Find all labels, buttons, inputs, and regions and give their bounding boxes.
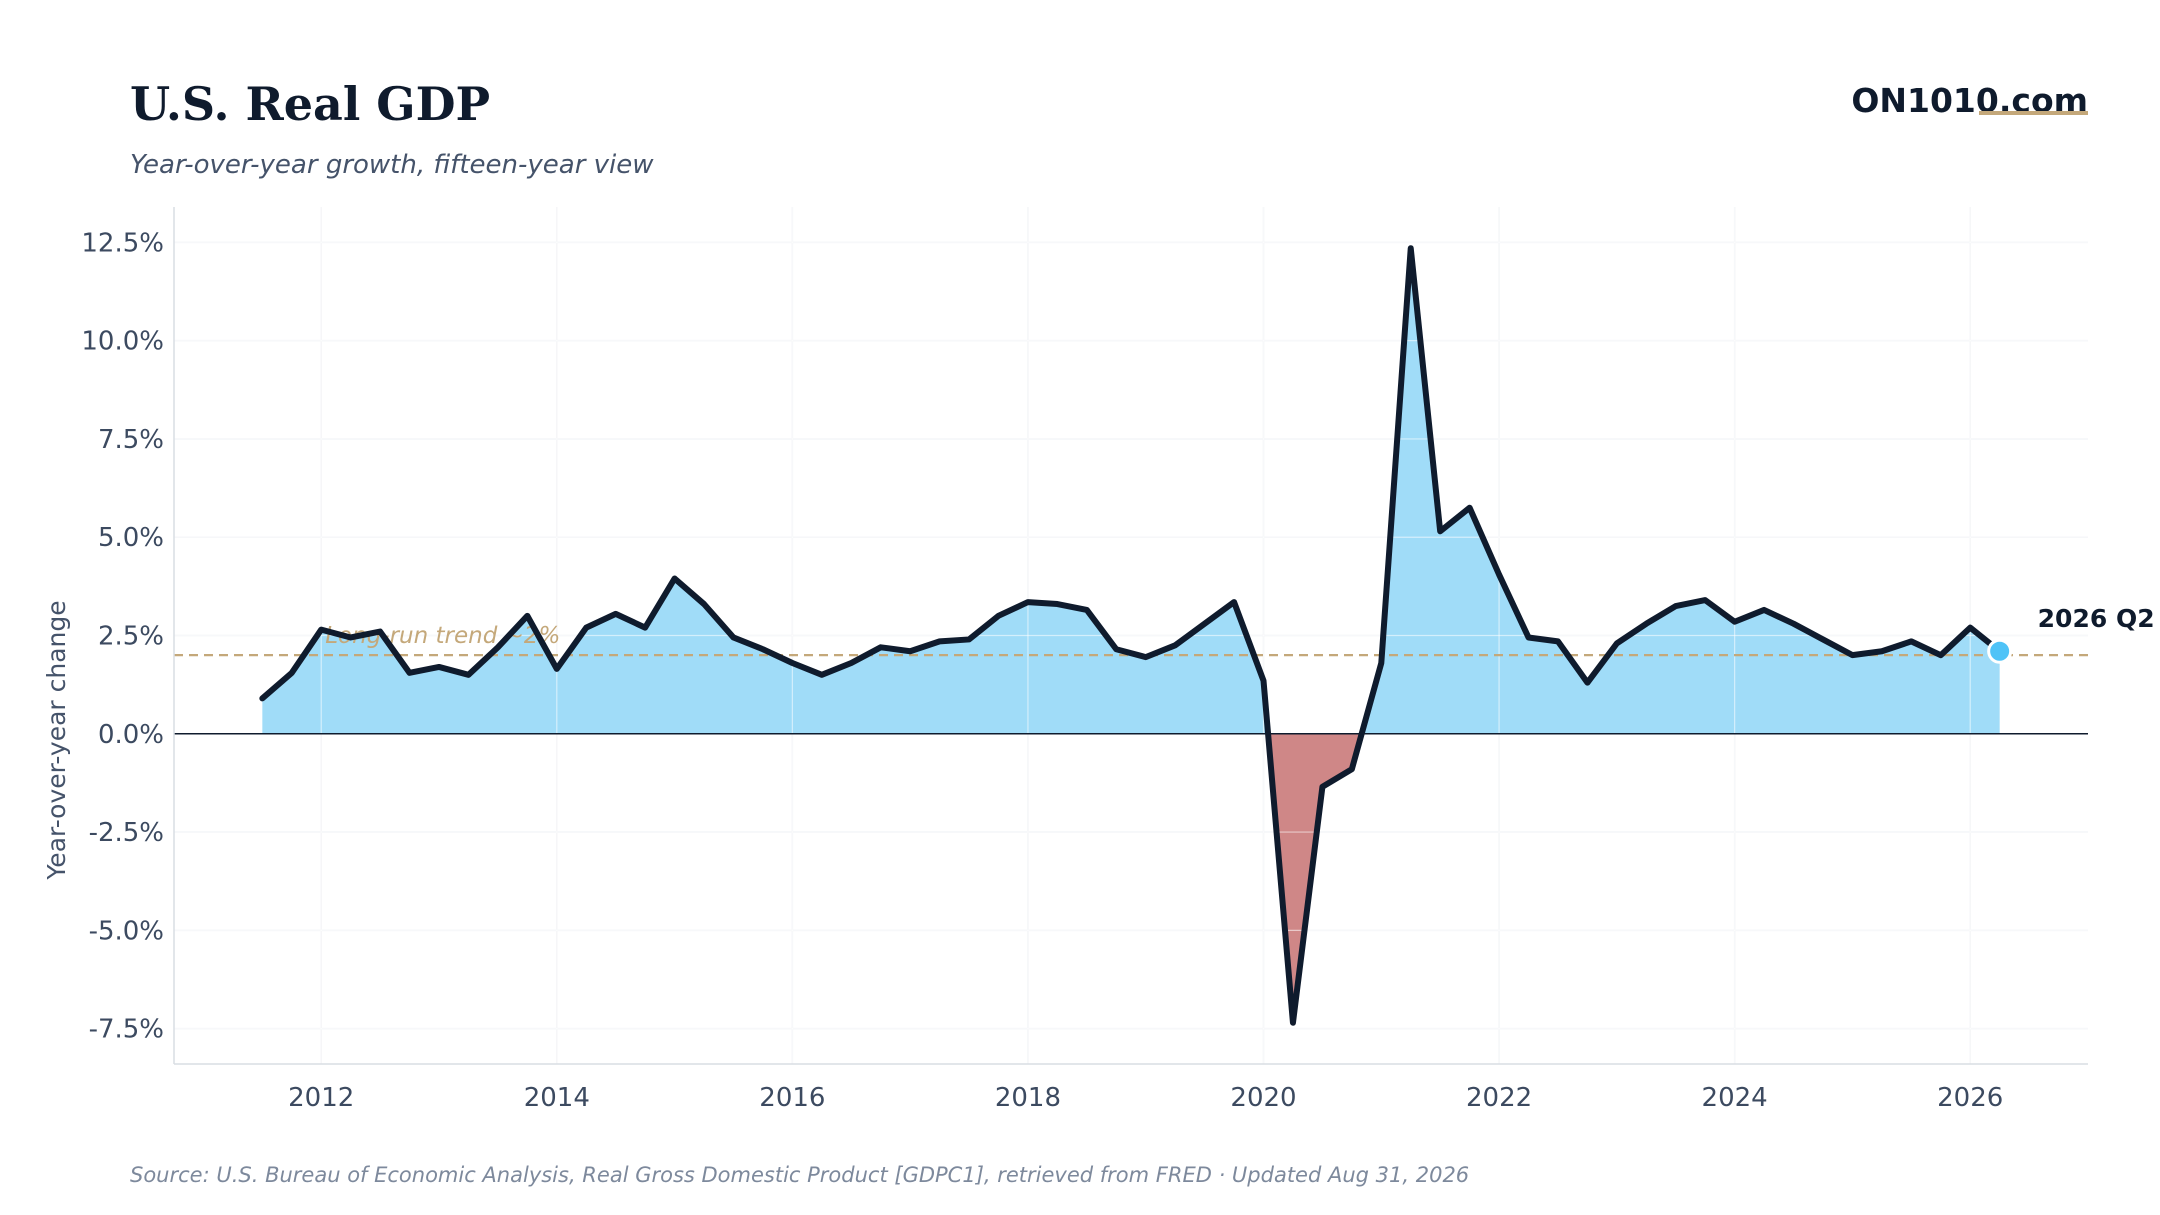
y-tick-label: -5.0% — [89, 916, 164, 946]
source-note: Source: U.S. Bureau of Economic Analysis… — [130, 1163, 1469, 1187]
data-point — [407, 670, 413, 676]
data-point — [1673, 603, 1679, 609]
data-point — [289, 670, 295, 676]
data-point — [642, 625, 648, 631]
data-point — [1879, 648, 1885, 654]
y-tick-label: 0.0% — [98, 720, 164, 750]
y-tick-label: 2.5% — [98, 622, 164, 652]
y-tick-label: 7.5% — [98, 425, 164, 455]
data-point — [966, 636, 972, 642]
data-point — [878, 644, 884, 650]
data-point — [1025, 599, 1031, 605]
x-tick-label: 2026 — [1937, 1083, 2003, 1113]
x-tick-label: 2012 — [288, 1083, 354, 1113]
x-tick-label: 2024 — [1702, 1083, 1768, 1113]
data-point — [730, 634, 736, 640]
data-point — [848, 660, 854, 666]
data-point — [1938, 652, 1944, 658]
data-point — [1555, 638, 1561, 644]
data-point — [1143, 654, 1149, 660]
data-point — [701, 601, 707, 607]
data-point — [1437, 528, 1443, 534]
y-axis-ticks: -7.5% -5.0% -2.5% 0.0% 2.5% 5.0% 7.5% 10.0% 12.5… — [81, 228, 164, 1044]
data-point — [1231, 599, 1237, 605]
data-point — [1054, 601, 1060, 607]
data-point — [937, 638, 943, 644]
data-point — [1349, 766, 1355, 772]
data-point — [789, 660, 795, 666]
data-point — [1526, 634, 1532, 640]
data-point — [1378, 660, 1384, 666]
y-tick-label: -2.5% — [89, 818, 164, 848]
data-point — [1084, 607, 1090, 613]
data-point — [524, 613, 530, 619]
data-point — [318, 627, 324, 633]
data-point — [907, 648, 913, 654]
data-point — [1496, 572, 1502, 578]
gdp-series-line — [259, 245, 2003, 1026]
data-point — [1849, 652, 1855, 658]
data-point — [1290, 1020, 1296, 1026]
data-point — [495, 644, 501, 650]
chart-title: U.S. Real GDP — [130, 77, 490, 131]
data-point — [1467, 505, 1473, 511]
data-point — [348, 634, 354, 640]
data-point — [1791, 621, 1797, 627]
data-point — [554, 666, 560, 672]
data-point — [1732, 619, 1738, 625]
latest-point-marker — [1987, 638, 2013, 664]
data-point — [1820, 636, 1826, 642]
data-point — [672, 575, 678, 581]
x-tick-label: 2018 — [995, 1083, 1061, 1113]
data-point — [1614, 640, 1620, 646]
data-point — [583, 625, 589, 631]
y-axis-label: Year-over-year change — [42, 600, 71, 880]
data-point — [760, 646, 766, 652]
data-point — [436, 664, 442, 670]
data-point — [1643, 621, 1649, 627]
x-tick-label: 2014 — [524, 1083, 590, 1113]
x-tick-label: 2022 — [1466, 1083, 1532, 1113]
data-point — [1172, 642, 1178, 648]
x-tick-label: 2020 — [1230, 1083, 1296, 1113]
y-tick-label: 12.5% — [81, 228, 164, 258]
data-point — [377, 629, 383, 635]
data-point — [1408, 245, 1414, 251]
data-point — [1202, 621, 1208, 627]
positive-growth-area — [1361, 248, 2000, 734]
data-point — [1584, 680, 1590, 686]
data-point — [819, 672, 825, 678]
data-point — [995, 613, 1001, 619]
negative-growth-area — [1268, 733, 1362, 1023]
latest-point-label: 2026 Q2 — [2038, 604, 2155, 633]
data-point — [613, 611, 619, 617]
y-tick-label: -7.5% — [89, 1015, 164, 1045]
data-point — [259, 695, 265, 701]
data-point — [1261, 678, 1267, 684]
data-point — [1967, 625, 1973, 631]
chart-subtitle: Year-over-year growth, fifteen-year view — [130, 150, 654, 180]
y-tick-label: 5.0% — [98, 523, 164, 553]
data-point — [1702, 597, 1708, 603]
y-tick-label: 10.0% — [81, 327, 164, 357]
data-point — [465, 672, 471, 678]
x-axis-ticks: 2012 2014 2016 2018 2020 2022 2024 2026 — [288, 1083, 2003, 1113]
data-point — [1113, 646, 1119, 652]
data-point — [1761, 607, 1767, 613]
x-tick-label: 2016 — [759, 1083, 825, 1113]
data-point — [1908, 638, 1914, 644]
data-point — [1319, 784, 1325, 790]
